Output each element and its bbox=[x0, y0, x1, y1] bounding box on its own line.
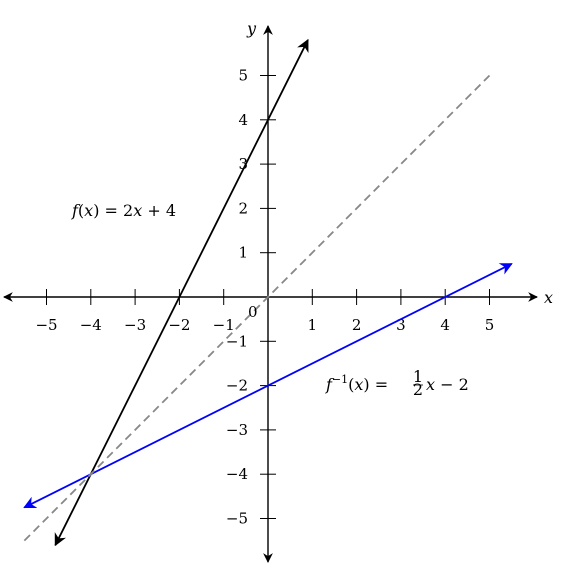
x-tick-label: 1 bbox=[308, 316, 318, 334]
annotation-f-rest: ) = 2 bbox=[93, 201, 133, 220]
y-tick-label: 5 bbox=[238, 67, 248, 85]
y-tick-label: 2 bbox=[238, 199, 248, 217]
annotation-finv-eq: ) = bbox=[363, 375, 388, 394]
series-line-3 bbox=[23, 74, 491, 542]
series-lines bbox=[23, 38, 513, 547]
y-tick-label: 1 bbox=[238, 244, 248, 262]
annotation-finv-prefix: f bbox=[325, 375, 335, 394]
x-tick-label: −3 bbox=[124, 316, 146, 334]
annotation-finv-den: 2 bbox=[413, 380, 423, 399]
x-tick-label: −1 bbox=[213, 316, 235, 334]
svg-text:x − 2: x − 2 bbox=[426, 375, 469, 394]
annotation-finv-sup: −1 bbox=[332, 373, 348, 386]
annotation-finv-open: ( bbox=[348, 375, 354, 394]
x-tick-label: −4 bbox=[80, 316, 102, 334]
x-tick-label: −5 bbox=[35, 316, 57, 334]
x-tick-label: 4 bbox=[440, 316, 450, 334]
origin-label: 0 bbox=[248, 303, 258, 321]
annotation-f: f(x) = 2x + 4 bbox=[71, 201, 176, 220]
x-tick-label: −2 bbox=[168, 316, 190, 334]
annotation-finv-var: x bbox=[354, 375, 363, 394]
annotation-finv-tail: − 2 bbox=[435, 375, 469, 394]
annotation-f-open: ( bbox=[78, 201, 84, 220]
annotation-f-prefix: f bbox=[71, 201, 81, 220]
x-axis-label: x bbox=[544, 288, 553, 307]
annotation-f-var: x bbox=[84, 201, 93, 220]
annotation-f-tail: + 4 bbox=[142, 201, 176, 220]
x-tick-label: 2 bbox=[352, 316, 362, 334]
annotation-finv-var2: x bbox=[426, 375, 435, 394]
y-axis-label: y bbox=[246, 19, 257, 38]
x-tick-label: 5 bbox=[485, 316, 495, 334]
y-tick-label: −5 bbox=[226, 510, 248, 528]
series-line-1 bbox=[54, 38, 309, 547]
annotation-finv-num: 1 bbox=[413, 367, 423, 386]
annotation-f-var2: x bbox=[133, 201, 142, 220]
series-line-2 bbox=[23, 262, 513, 509]
y-tick-label: 4 bbox=[238, 111, 248, 129]
y-tick-label: −3 bbox=[226, 421, 248, 439]
svg-text:f−1(x) =: f−1(x) = bbox=[325, 373, 388, 394]
y-tick-label: −2 bbox=[226, 377, 248, 395]
y-tick-label: −4 bbox=[226, 465, 248, 483]
annotation-finv: f−1(x) = 1 2 x − 2 bbox=[325, 367, 469, 399]
